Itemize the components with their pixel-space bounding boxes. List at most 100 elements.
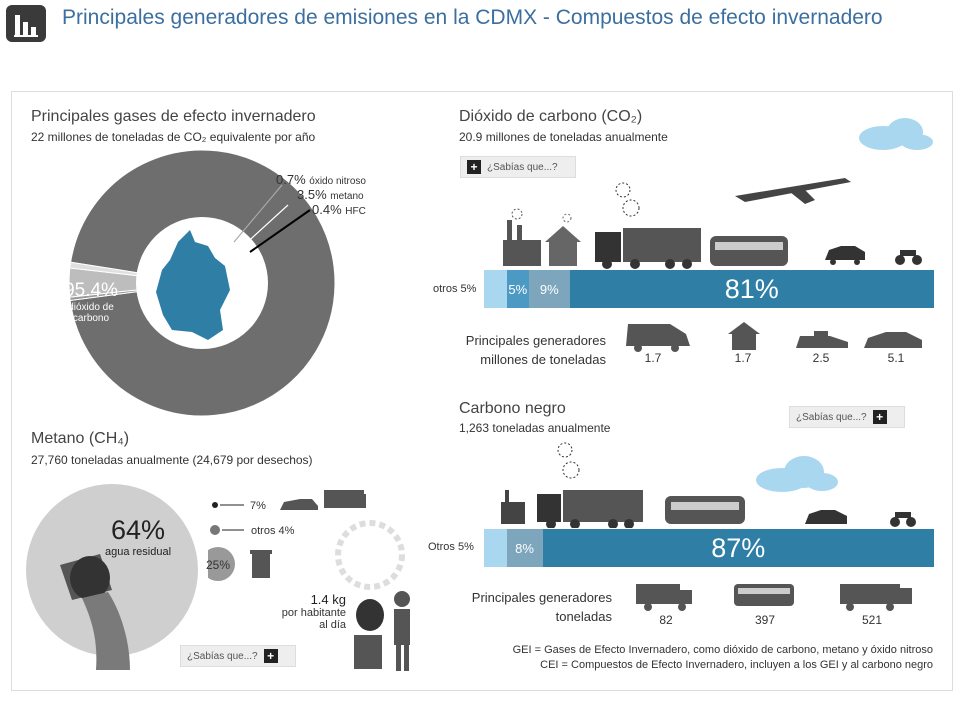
bus-icon bbox=[665, 496, 745, 524]
n2o-leader-line bbox=[233, 184, 283, 243]
metano-title: Metano (CH₄) bbox=[31, 430, 130, 447]
metano-share-7: 7% bbox=[250, 500, 266, 512]
truck-icon bbox=[636, 584, 692, 611]
metano-trash-share: 25% bbox=[205, 558, 231, 572]
co2-generators-icons bbox=[626, 322, 922, 352]
co2-generator-value-3: 2.5 bbox=[812, 351, 830, 365]
co2-bar-segment-3: 81% bbox=[569, 270, 934, 308]
n2o-name: óxido nitroso bbox=[309, 176, 366, 187]
gei-note: GEI = Gases de Efecto Invernadero, como … bbox=[512, 644, 933, 656]
carbono-bar-segment-2: 87% bbox=[542, 529, 934, 567]
co2-generators-caption-1: Principales generadores bbox=[465, 333, 606, 348]
carbono-subtitle: 1,263 toneladas anualmente bbox=[459, 421, 611, 435]
co2-bar-label-2: 9% bbox=[539, 281, 559, 297]
metano-main-name: agua residual bbox=[104, 546, 172, 558]
carbono-otros-label: Otros 5% bbox=[428, 541, 474, 553]
hfc-value: 0.4% bbox=[312, 202, 342, 217]
chart-app-icon bbox=[6, 5, 46, 42]
cei-note: CEI = Compuestos de Efecto Invernadero, … bbox=[540, 659, 933, 671]
gases-subtitle: 22 millones de toneladas de CO₂ equivale… bbox=[31, 130, 316, 144]
cloud-icon bbox=[859, 118, 933, 150]
carbono-bar-segment-1: 8% bbox=[506, 529, 543, 567]
car-icon bbox=[280, 499, 318, 510]
co2-generator-value-2: 1.7 bbox=[734, 351, 752, 365]
ch4-value: 3.5% bbox=[297, 187, 327, 202]
carbono-generators-icons bbox=[636, 584, 912, 611]
co2-generator-value-1: 1.7 bbox=[644, 351, 662, 365]
person-icon bbox=[394, 591, 410, 671]
metano-info-button[interactable]: ¿Sabías que...? + bbox=[180, 645, 296, 667]
plus-icon: + bbox=[467, 160, 481, 174]
factory-icon bbox=[501, 490, 525, 524]
carbono-stacked-bar: 8% 87% bbox=[484, 529, 934, 567]
carbono-generator-value-3: 521 bbox=[861, 613, 883, 627]
per-capita-text-2: al día bbox=[319, 619, 346, 631]
metano-info-label: ¿Sabías que...? bbox=[187, 650, 258, 662]
semi-truck-icon bbox=[840, 584, 912, 611]
carbono-sources-illustration bbox=[501, 442, 916, 528]
suv-icon bbox=[626, 324, 690, 352]
factory-icon bbox=[503, 208, 541, 266]
hfc-name: HFC bbox=[345, 206, 366, 217]
carbono-generator-value-2: 397 bbox=[754, 613, 776, 627]
motorcycle-icon bbox=[890, 512, 916, 527]
share-dot-7 bbox=[212, 502, 218, 508]
co2-generators-caption-2: millones de toneladas bbox=[480, 352, 606, 367]
car-icon bbox=[805, 510, 847, 524]
cdmx-map-icon bbox=[156, 230, 230, 340]
per-capita-text-1: por habitante bbox=[281, 607, 346, 619]
trash-can-icon bbox=[354, 635, 382, 669]
ch4-leader-line bbox=[241, 204, 289, 248]
water-stream bbox=[82, 592, 130, 670]
co2-info-label: ¿Sabías que...? bbox=[487, 161, 558, 173]
per-capita-value: 1.4 kg bbox=[310, 592, 346, 607]
co2-share-name: dióxido de carbono bbox=[68, 302, 114, 324]
co2-bar-segment-2: 9% bbox=[529, 270, 570, 308]
metano-pie-chart bbox=[26, 484, 198, 670]
bus-icon bbox=[710, 236, 788, 266]
plus-icon: + bbox=[263, 649, 278, 663]
house-icon bbox=[545, 213, 581, 266]
share-dot-4 bbox=[210, 525, 220, 535]
house-icon bbox=[728, 322, 760, 350]
cloud-icon bbox=[756, 456, 838, 492]
co2-info-button[interactable]: + ¿Sabías que...? bbox=[460, 156, 576, 178]
bus-icon bbox=[734, 584, 794, 606]
metano-share-otros: otros 4% bbox=[251, 525, 295, 537]
car-icon bbox=[825, 246, 865, 265]
plus-icon: + bbox=[872, 410, 887, 424]
car-icon bbox=[864, 332, 922, 348]
water-pie-circle bbox=[26, 484, 198, 656]
co2-bar-segment-1: 5% bbox=[506, 270, 529, 308]
co2-bar-label-3: 81% bbox=[724, 273, 779, 304]
carbono-bar-label-1: 8% bbox=[515, 540, 534, 556]
co2-title: Dióxido de carbono (CO₂) bbox=[459, 108, 643, 125]
co2-stacked-bar: 5% 9% 81% bbox=[484, 270, 934, 308]
carbono-bar-label-2: 87% bbox=[711, 532, 766, 563]
co2-bar-otros bbox=[484, 270, 507, 308]
pipe-opening bbox=[70, 556, 110, 600]
truck-icon bbox=[595, 182, 701, 269]
co2-subtitle: 20.9 millones de toneladas anualmente bbox=[459, 130, 668, 144]
garbage-bag-icon bbox=[356, 599, 384, 631]
metano-small-shares bbox=[208, 490, 366, 581]
trash-share-circle bbox=[208, 547, 235, 581]
airplane-icon bbox=[735, 178, 851, 204]
hfc-leader-line bbox=[249, 209, 311, 253]
gases-donut-chart bbox=[68, 150, 336, 417]
co2-generator-value-4: 5.1 bbox=[887, 351, 905, 365]
co2-otros-label: otros 5% bbox=[433, 283, 477, 295]
metano-per-capita-illustration bbox=[335, 520, 410, 671]
carbono-generator-value-1: 82 bbox=[659, 613, 673, 627]
co2-sources-illustration bbox=[503, 178, 922, 269]
carbono-title: Carbono negro bbox=[459, 400, 566, 417]
carbono-bar-otros bbox=[484, 529, 507, 567]
carbono-generators-caption-2: toneladas bbox=[555, 609, 612, 624]
carbono-info-label: ¿Sabías que...? bbox=[796, 411, 867, 423]
infographic-panel bbox=[11, 91, 953, 691]
n2o-value: 0.7% bbox=[276, 172, 306, 187]
co2-bar-label-1: 5% bbox=[508, 281, 528, 297]
aztec-glyph-icon bbox=[335, 520, 405, 590]
carbono-info-button[interactable]: ¿Sabías que...? + bbox=[789, 406, 905, 428]
motorcycle-icon bbox=[895, 250, 922, 265]
